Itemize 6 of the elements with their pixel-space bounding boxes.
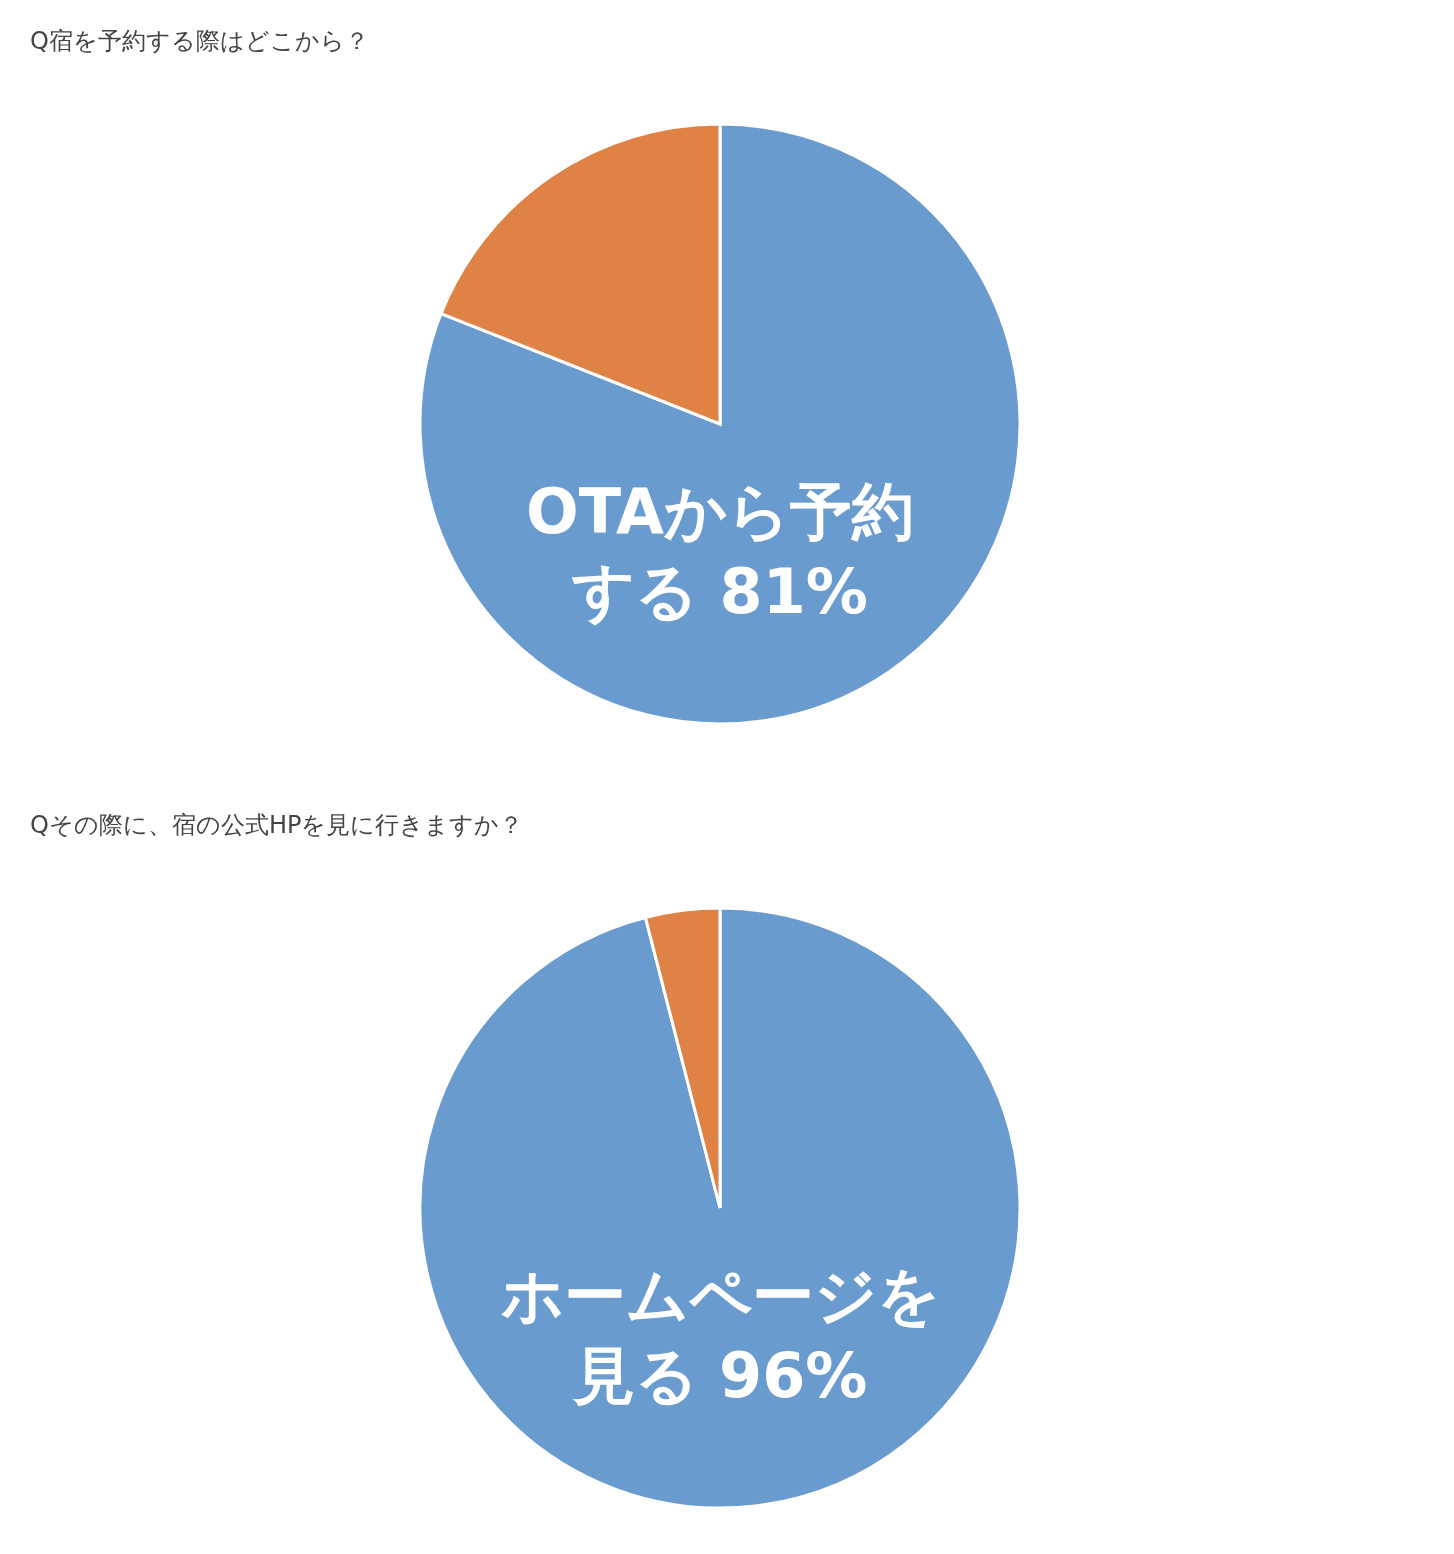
chart-title: Qその際に、宿の公式HPを見に行きますか？ [30,811,524,839]
pie-slice [418,906,1022,1509]
slice-label: ホームページを見る 96% [500,1259,940,1412]
pie-slice [418,122,1022,726]
slice-label: OTAから予約する 81% [525,475,915,628]
text: Q宿を予約する際はどこから？ [30,27,369,55]
